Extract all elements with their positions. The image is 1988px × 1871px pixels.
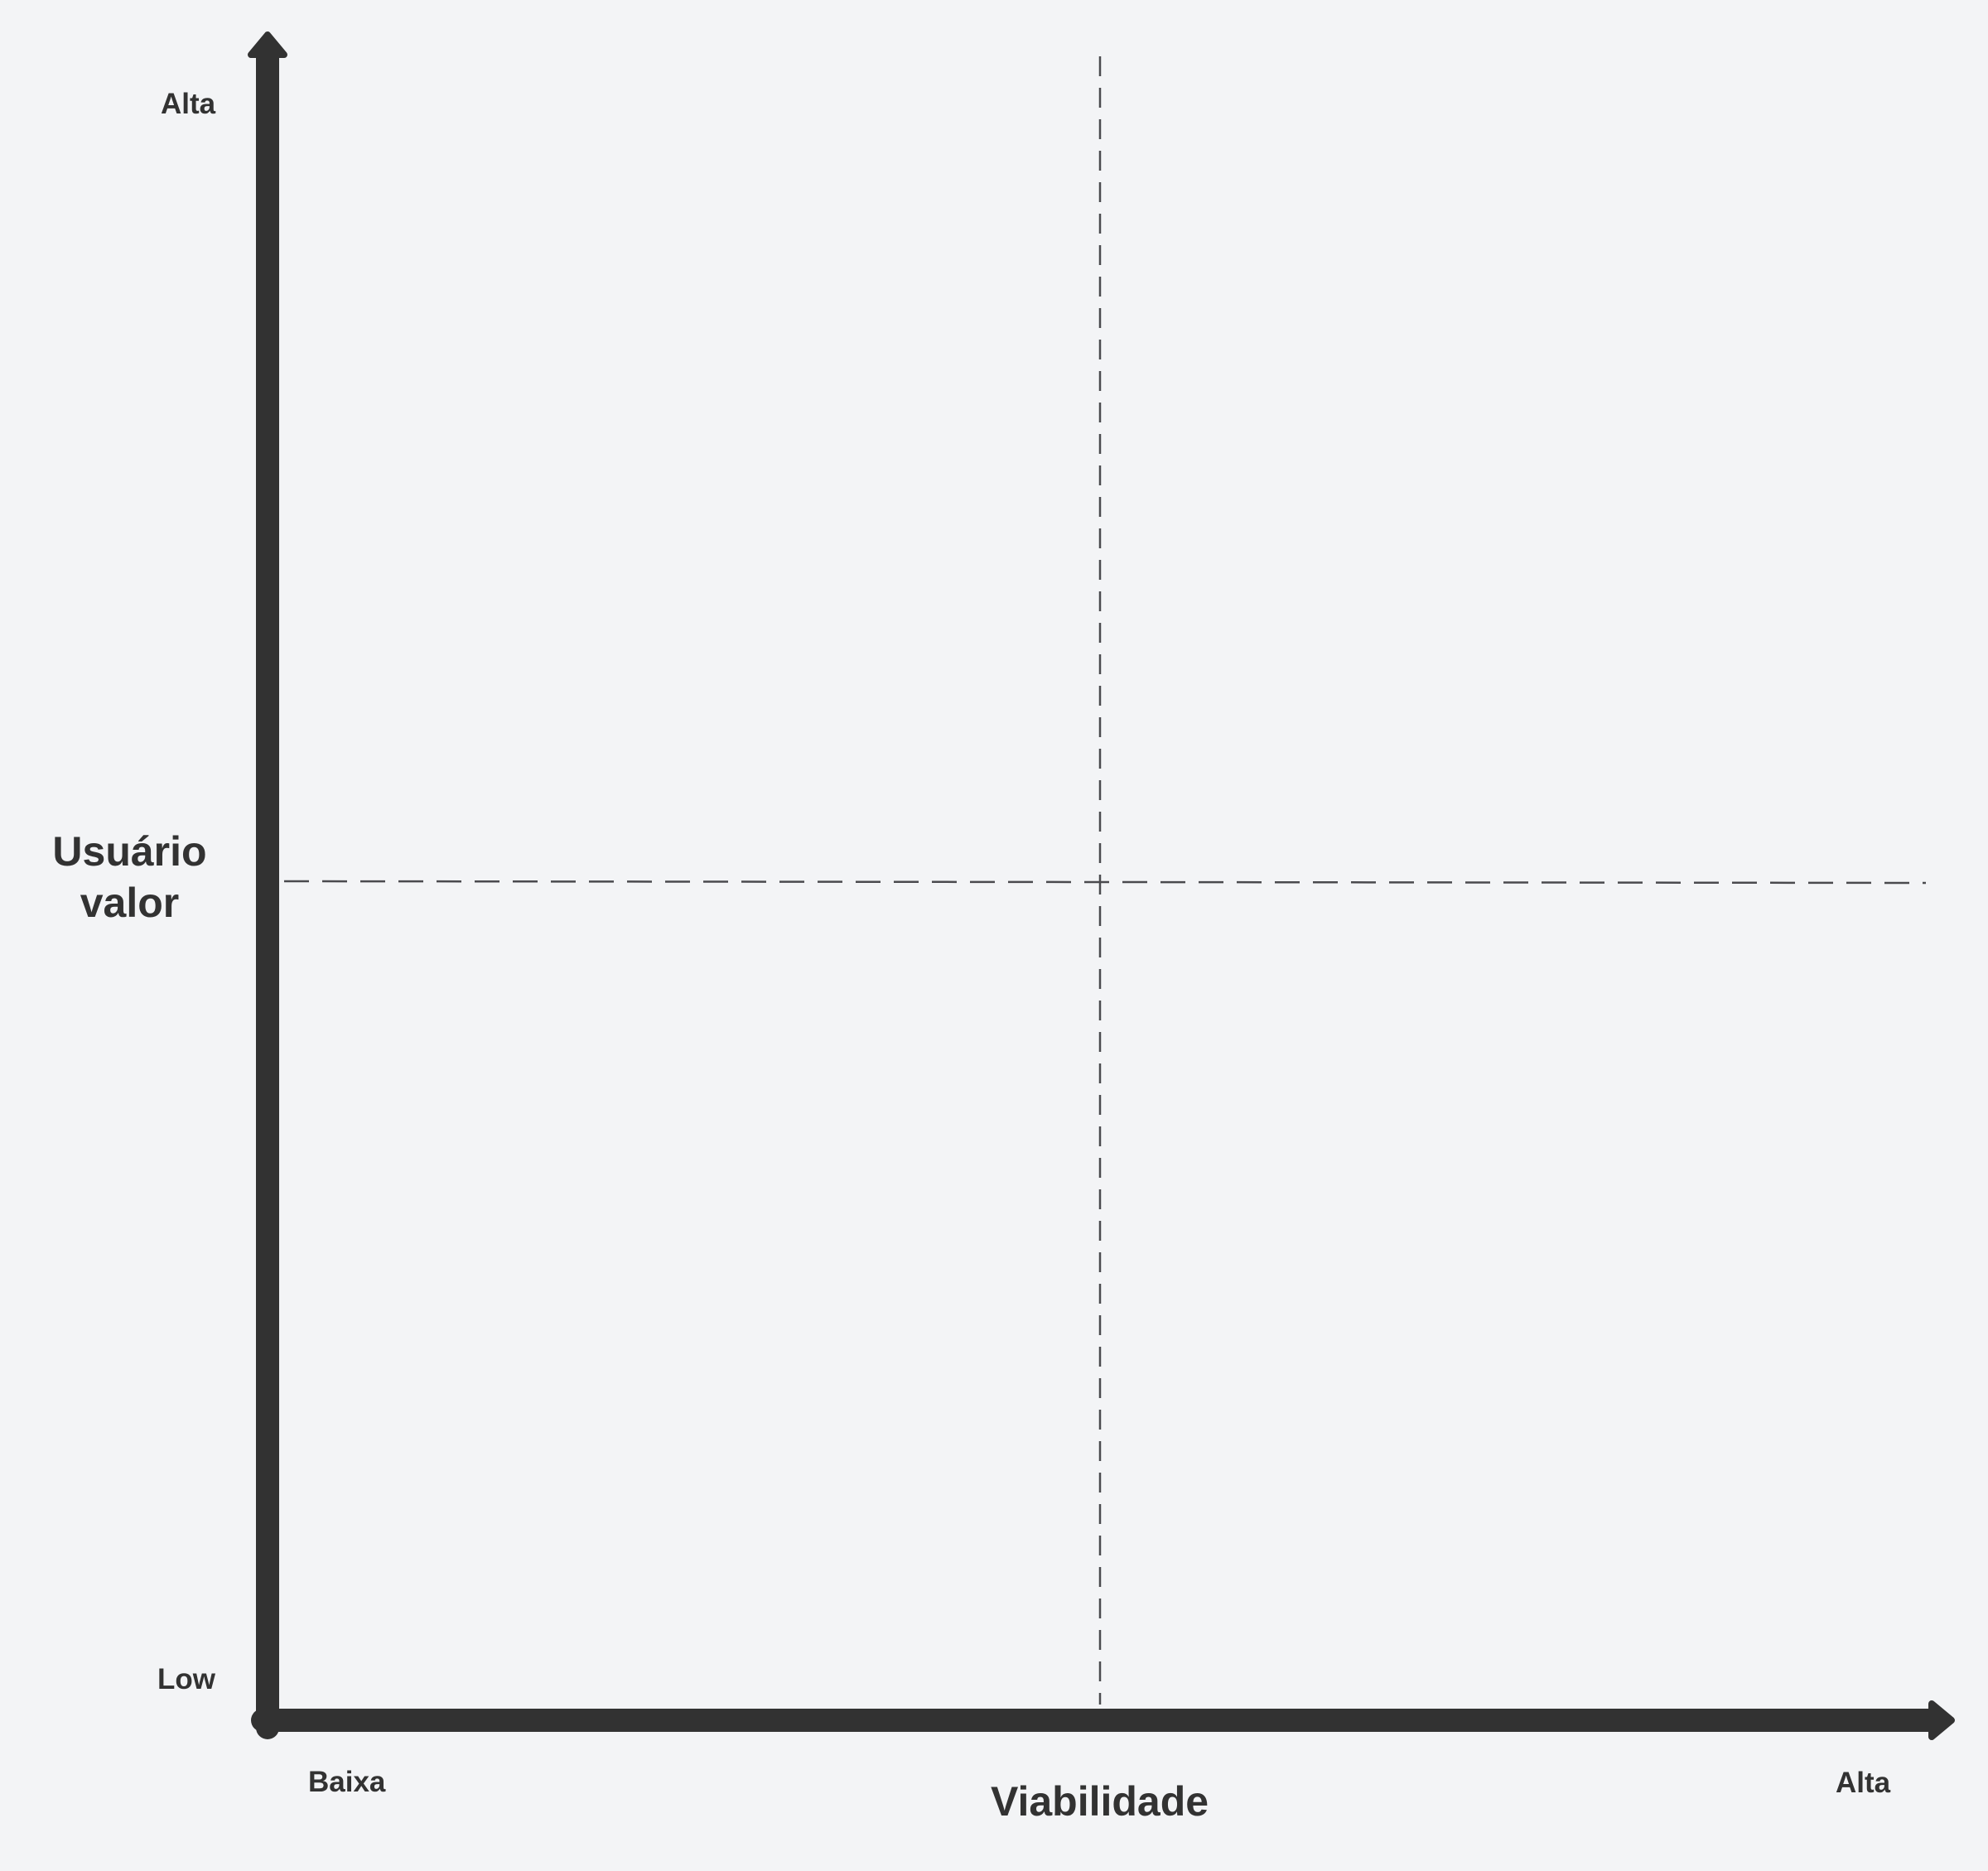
y-axis-high-label: Alta [161,88,216,120]
y-axis-arrowhead [248,31,287,58]
y-axis-title: Usuário valor [41,826,218,928]
y-axis-low-label: Low [157,1663,215,1695]
x-axis-arrowhead [1928,1700,1955,1740]
x-axis-low-label: Baixa [308,1766,386,1798]
y-axis-title-line1: Usuário [52,828,207,875]
x-axis-title: Viabilidade [991,1778,1209,1825]
horizontal-divider-dashed [283,880,1927,885]
x-axis-high-label: Alta [1836,1767,1891,1799]
y-axis-title-line2: valor [80,880,180,926]
